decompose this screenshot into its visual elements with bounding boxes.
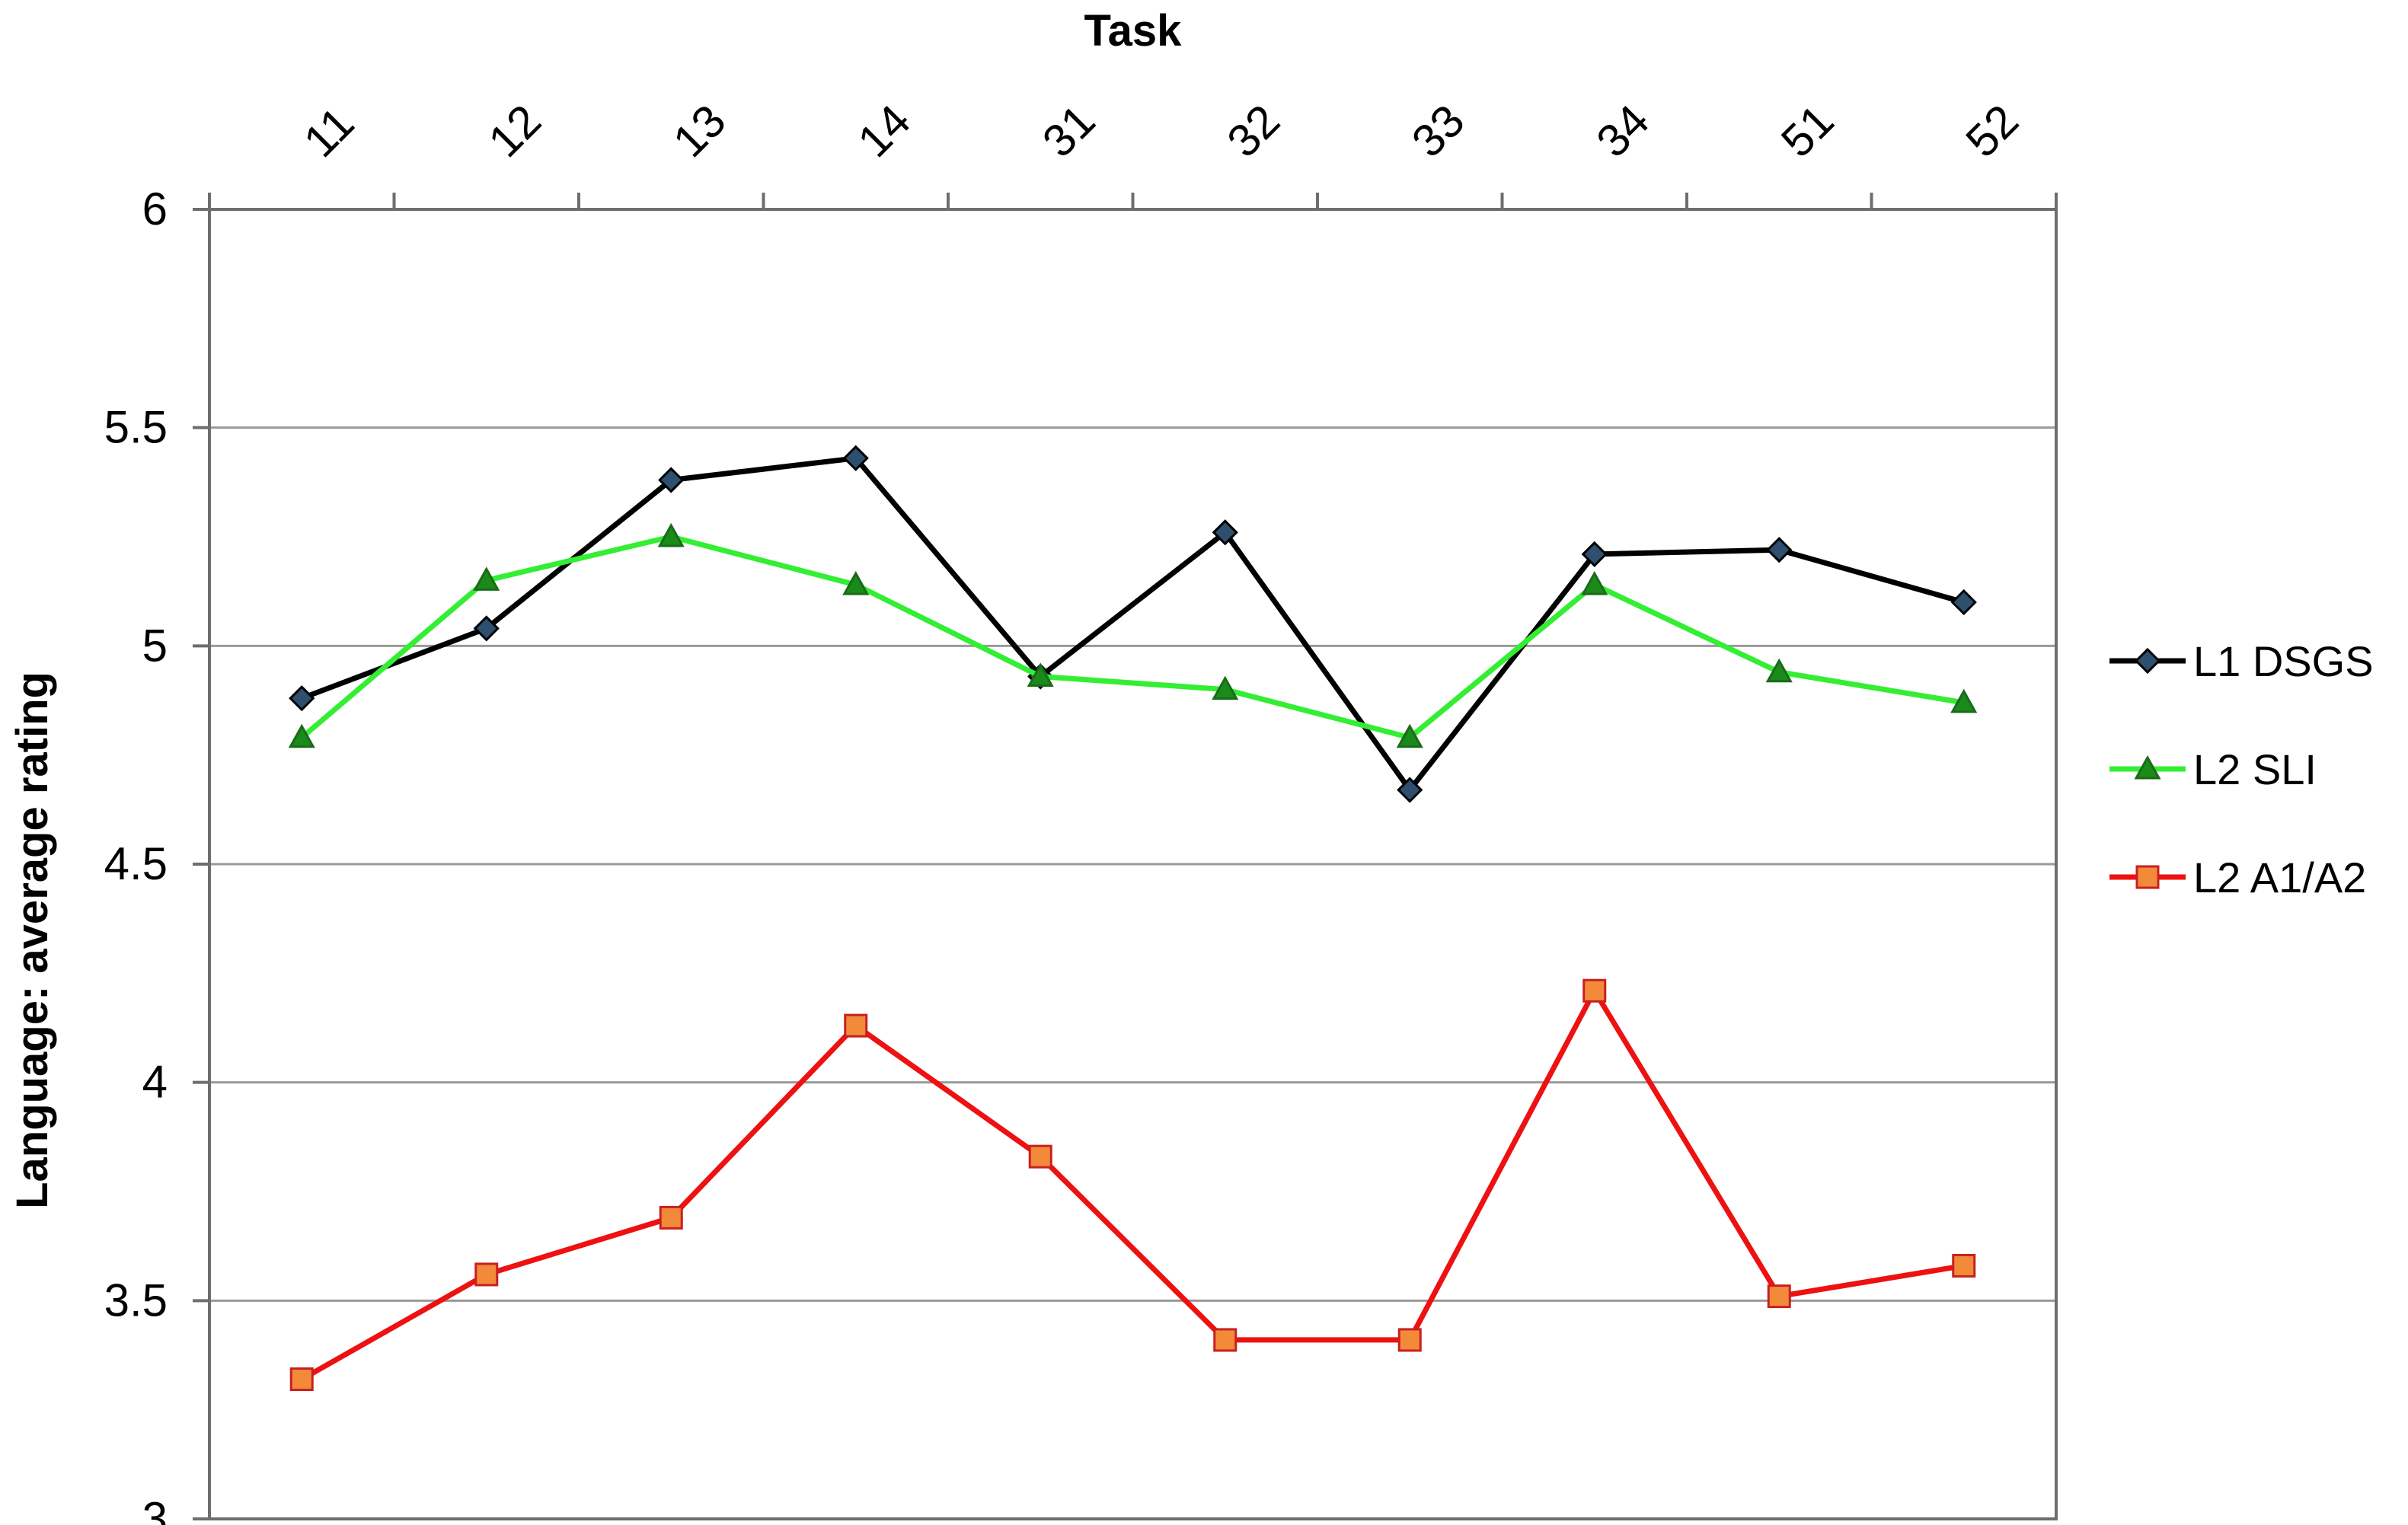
x-tick-label: 52 <box>1956 95 2029 167</box>
data-point <box>844 1013 868 1038</box>
series-1 <box>289 445 1977 803</box>
x-axis-ticks: 11 12 13 14 31 32 33 34 51 52 <box>208 95 2058 209</box>
series-lines <box>288 445 1978 1392</box>
data-point <box>1765 658 1793 683</box>
data-point <box>1027 662 1054 687</box>
data-point <box>1028 1144 1052 1169</box>
legend: L1 DSGS L2 SLI L2 A1/A2 <box>2109 637 2374 901</box>
x-tick-label: 14 <box>848 95 921 167</box>
data-point <box>473 566 500 591</box>
data-point <box>289 1367 314 1392</box>
data-point <box>659 1205 683 1230</box>
data-point <box>1582 978 1607 1003</box>
data-point <box>1397 777 1423 803</box>
data-point <box>842 570 870 595</box>
legend-item: L2 SLI <box>2109 745 2317 793</box>
data-point <box>1766 537 1793 563</box>
data-point <box>1213 1328 1238 1352</box>
x-tick-label: 33 <box>1402 95 1474 167</box>
x-tick-label: 31 <box>1033 95 1105 167</box>
y-tick-label: 4.5 <box>104 838 168 889</box>
series-2 <box>288 522 1978 748</box>
x-tick-label: 13 <box>663 95 736 167</box>
y-tick-label: 4 <box>142 1057 168 1108</box>
y-axis-ticks: 3 3.5 4 4.5 5 5.5 6 <box>104 183 209 1525</box>
series-line <box>299 534 1965 741</box>
x-tick-label: 12 <box>479 95 551 167</box>
legend-item: L2 A1/A2 <box>2109 853 2366 901</box>
y-axis-title: Language: average rating <box>8 672 57 1209</box>
y-tick-label: 6 <box>142 183 168 234</box>
data-point <box>474 1262 499 1287</box>
data-point <box>288 723 315 748</box>
series-line <box>300 987 1965 1382</box>
x-tick-label: 11 <box>294 97 363 167</box>
data-point <box>473 615 500 642</box>
x-axis-title: Task <box>1084 6 1183 56</box>
legend-swatch-marker <box>2135 865 2160 889</box>
data-point <box>1397 1328 1422 1352</box>
y-tick-label: 5.5 <box>104 402 168 453</box>
data-point <box>1767 1284 1791 1309</box>
data-point <box>1950 589 1977 616</box>
data-point <box>1952 1253 1976 1278</box>
legend-swatch-marker <box>2134 755 2161 780</box>
data-point <box>1950 688 1978 713</box>
x-tick-label: 32 <box>1218 95 1290 167</box>
legend-label: L2 A1/A2 <box>2193 853 2366 901</box>
legend-swatch-marker <box>2134 647 2161 675</box>
y-tick-label: 3.5 <box>104 1275 168 1326</box>
series-line <box>301 455 1965 793</box>
legend-label: L2 SLI <box>2193 745 2317 793</box>
y-tick-label: 5 <box>142 620 168 671</box>
grid-lines <box>209 426 2056 1302</box>
data-point <box>658 467 685 493</box>
legend-item: L1 DSGS <box>2109 637 2374 685</box>
data-point <box>1212 519 1238 546</box>
data-point <box>289 685 315 712</box>
legend-label: L1 DSGS <box>2193 637 2374 685</box>
data-point <box>1581 570 1608 595</box>
y-tick-label: 3 <box>142 1493 168 1525</box>
data-point <box>1396 723 1423 748</box>
x-tick-label: 34 <box>1587 95 1659 167</box>
data-point <box>1212 675 1239 700</box>
data-point <box>657 522 685 547</box>
data-point <box>1581 541 1608 568</box>
x-tick-label: 51 <box>1771 95 1844 167</box>
data-point <box>842 445 869 471</box>
series-3 <box>289 978 1976 1392</box>
